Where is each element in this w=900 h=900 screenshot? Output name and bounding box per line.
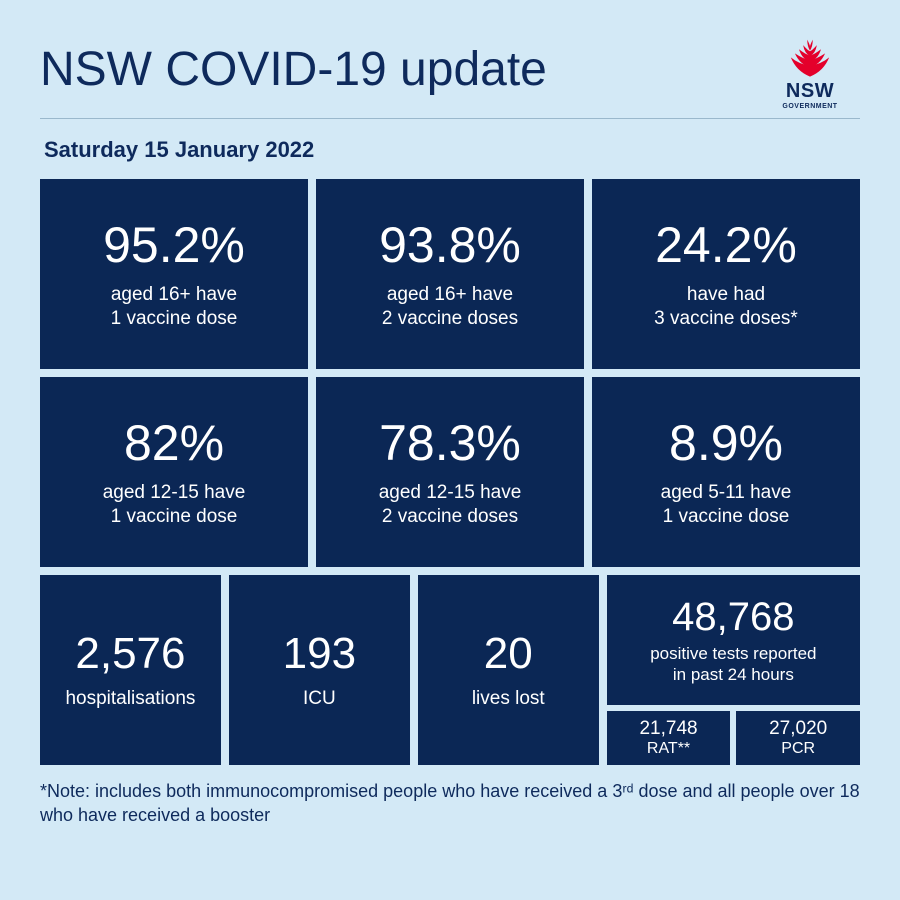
stat-label: positive tests reported in past 24 hours (650, 644, 816, 685)
logo-text: NSW (760, 80, 860, 103)
stat-value: 20 (484, 629, 533, 679)
report-date: Saturday 15 January 2022 (44, 137, 860, 163)
stat-label: aged 16+ have 2 vaccine doses (382, 283, 518, 331)
tile-dose3: 24.2% have had 3 vaccine doses* (592, 179, 860, 369)
vaccine-row-1: 95.2% aged 16+ have 1 vaccine dose 93.8%… (40, 179, 860, 369)
stat-label: aged 12-15 have 1 vaccine dose (103, 481, 246, 529)
tile-12-15-dose2: 78.3% aged 12-15 have 2 vaccine doses (316, 377, 584, 567)
bottom-row: 2,576 hospitalisations 193 ICU 20 lives … (40, 575, 860, 765)
stat-value: 48,768 (672, 595, 794, 640)
stat-value: 24.2% (655, 218, 797, 273)
tile-hospitalisations: 2,576 hospitalisations (40, 575, 221, 765)
stat-value: 27,020 (769, 719, 827, 740)
header: NSW COVID-19 update NSW GOVERNMENT (40, 30, 860, 119)
tests-column: 48,768 positive tests reported in past 2… (607, 575, 860, 765)
stat-label: aged 5-11 have 1 vaccine dose (661, 481, 792, 529)
tile-rat: 21,748 RAT** (607, 711, 731, 765)
stat-label: aged 12-15 have 2 vaccine doses (379, 481, 522, 529)
stat-label: PCR (781, 740, 815, 758)
page-title: NSW COVID-19 update (40, 42, 547, 97)
tile-icu: 193 ICU (229, 575, 410, 765)
stat-label: hospitalisations (65, 687, 195, 711)
footnote: *Note: includes both immunocompromised p… (40, 779, 860, 828)
stat-label: RAT** (647, 740, 690, 758)
tile-5-11-dose1: 8.9% aged 5-11 have 1 vaccine dose (592, 377, 860, 567)
stat-value: 78.3% (379, 416, 521, 471)
stat-value: 8.9% (669, 416, 783, 471)
nsw-gov-logo: NSW GOVERNMENT (760, 30, 860, 110)
tile-pcr: 27,020 PCR (736, 711, 860, 765)
stat-label: lives lost (472, 687, 545, 711)
tile-lives-lost: 20 lives lost (418, 575, 599, 765)
vaccine-row-2: 82% aged 12-15 have 1 vaccine dose 78.3%… (40, 377, 860, 567)
logo-subtext: GOVERNMENT (760, 103, 860, 110)
tile-12-15-dose1: 82% aged 12-15 have 1 vaccine dose (40, 377, 308, 567)
tests-breakdown: 21,748 RAT** 27,020 PCR (607, 711, 860, 765)
stat-value: 95.2% (103, 218, 245, 273)
stat-label: have had 3 vaccine doses* (654, 283, 798, 331)
stat-value: 82% (124, 416, 224, 471)
stat-value: 193 (283, 629, 356, 679)
waratah-icon (774, 30, 846, 78)
stat-label: aged 16+ have 1 vaccine dose (111, 283, 238, 331)
tile-16plus-dose1: 95.2% aged 16+ have 1 vaccine dose (40, 179, 308, 369)
stat-value: 2,576 (75, 629, 185, 679)
tile-16plus-dose2: 93.8% aged 16+ have 2 vaccine doses (316, 179, 584, 369)
stat-value: 21,748 (639, 719, 697, 740)
stat-label: ICU (303, 687, 336, 711)
tile-positive-tests: 48,768 positive tests reported in past 2… (607, 575, 860, 705)
stat-value: 93.8% (379, 218, 521, 273)
